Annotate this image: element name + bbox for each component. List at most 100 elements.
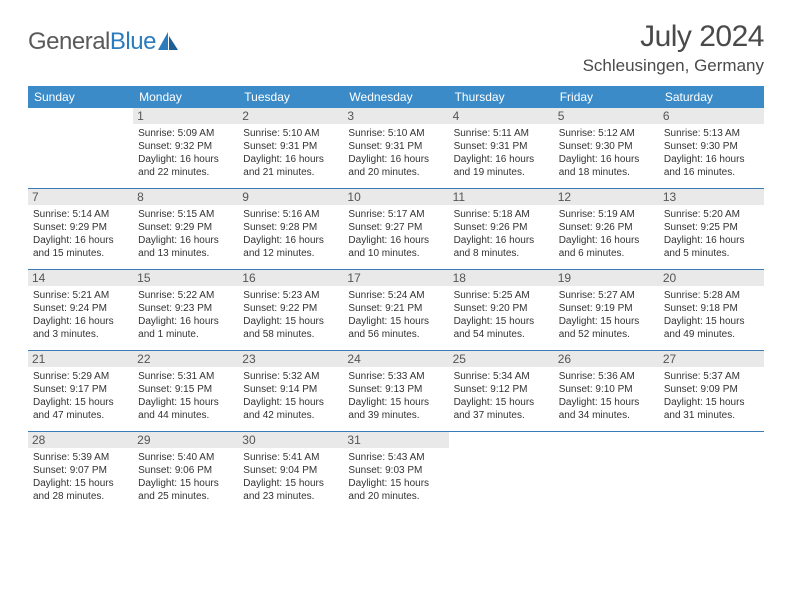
day-info-line: Sunset: 9:31 PM [348, 140, 443, 153]
day-number: 13 [659, 189, 764, 205]
day-info-line: Sunrise: 5:34 AM [454, 370, 549, 383]
day-info-line: Sunset: 9:30 PM [559, 140, 654, 153]
day-number: 12 [554, 189, 659, 205]
day-info-line: Sunset: 9:26 PM [454, 221, 549, 234]
day-info-line: Daylight: 15 hours [454, 396, 549, 409]
calendar-cell: 7Sunrise: 5:14 AMSunset: 9:29 PMDaylight… [28, 189, 133, 269]
day-info-line: Sunrise: 5:36 AM [559, 370, 654, 383]
day-info-line: and 3 minutes. [33, 328, 128, 341]
calendar-cell [554, 432, 659, 512]
day-number: 20 [659, 270, 764, 286]
calendar-cell: 20 Sunrise: 5:28 AMSunset: 9:18 PMDayligh… [659, 270, 764, 350]
day-number: 5 [554, 108, 659, 124]
calendar-cell: 10 Sunrise: 5:17 AMSunset: 9:27 PMDayligh… [343, 189, 448, 269]
day-number: 31 [343, 432, 448, 448]
day-info-line: Sunset: 9:27 PM [348, 221, 443, 234]
day-info-line: and 49 minutes. [664, 328, 759, 341]
day-info: Sunrise: 5:43 AMSunset: 9:03 PMDaylight:… [348, 451, 443, 503]
day-info-line: Daylight: 15 hours [138, 396, 233, 409]
calendar-cell: 16Sunrise: 5:23 AMSunset: 9:22 PMDayligh… [238, 270, 343, 350]
day-info-line: Sunrise: 5:33 AM [348, 370, 443, 383]
day-number: 4 [449, 108, 554, 124]
logo-sail-icon [158, 32, 180, 57]
calendar-week: 7Sunrise: 5:14 AMSunset: 9:29 PMDaylight… [28, 189, 764, 270]
calendar-cell: 22Sunrise: 5:31 AMSunset: 9:15 PMDayligh… [133, 351, 238, 431]
day-info: Sunrise: 5:10 AMSunset: 9:31 PMDaylight:… [348, 127, 443, 179]
day-info: Sunrise: 5:11 AMSunset: 9:31 PMDaylight:… [454, 127, 549, 179]
day-info-line: Daylight: 15 hours [559, 315, 654, 328]
day-number: 25 [449, 351, 554, 367]
day-info-line: Sunset: 9:31 PM [243, 140, 338, 153]
day-info-line: Sunset: 9:22 PM [243, 302, 338, 315]
day-info: Sunrise: 5:13 AMSunset: 9:30 PMDaylight:… [664, 127, 759, 179]
logo-text: GeneralBlue [28, 28, 156, 56]
day-info-line: and 16 minutes. [664, 166, 759, 179]
calendar-cell: 6 Sunrise: 5:13 AMSunset: 9:30 PMDaylight… [659, 108, 764, 188]
calendar-cell: 5Sunrise: 5:12 AMSunset: 9:30 PMDaylight… [554, 108, 659, 188]
location-label: Schleusingen, Germany [583, 56, 764, 76]
day-info-line: Sunset: 9:26 PM [559, 221, 654, 234]
calendar-grid: Sunday Monday Tuesday Wednesday Thursday… [28, 86, 764, 512]
day-number: 18 [449, 270, 554, 286]
day-number: 19 [554, 270, 659, 286]
day-info-line: Sunset: 9:32 PM [138, 140, 233, 153]
day-info-line: and 12 minutes. [243, 247, 338, 260]
day-info-line: and 58 minutes. [243, 328, 338, 341]
dow-wednesday: Wednesday [343, 86, 448, 108]
day-info-line: Daylight: 15 hours [33, 396, 128, 409]
day-info-line: Sunset: 9:19 PM [559, 302, 654, 315]
day-info-line: and 20 minutes. [348, 490, 443, 503]
calendar-cell: 14Sunrise: 5:21 AMSunset: 9:24 PMDayligh… [28, 270, 133, 350]
day-info-line: Sunset: 9:12 PM [454, 383, 549, 396]
day-info: Sunrise: 5:41 AMSunset: 9:04 PMDaylight:… [243, 451, 338, 503]
day-info: Sunrise: 5:17 AMSunset: 9:27 PMDaylight:… [348, 208, 443, 260]
calendar-cell: 11Sunrise: 5:18 AMSunset: 9:26 PMDayligh… [449, 189, 554, 269]
day-info-line: Daylight: 15 hours [138, 477, 233, 490]
day-info: Sunrise: 5:19 AMSunset: 9:26 PMDaylight:… [559, 208, 654, 260]
day-number: 6 [659, 108, 764, 124]
day-info-line: Daylight: 16 hours [559, 234, 654, 247]
day-info-line: and 10 minutes. [348, 247, 443, 260]
calendar-cell: 12 Sunrise: 5:19 AMSunset: 9:26 PMDayligh… [554, 189, 659, 269]
day-info-line: Daylight: 15 hours [348, 396, 443, 409]
day-info-line: Daylight: 15 hours [348, 315, 443, 328]
day-info: Sunrise: 5:31 AMSunset: 9:15 PMDaylight:… [138, 370, 233, 422]
day-info: Sunrise: 5:29 AMSunset: 9:17 PMDaylight:… [33, 370, 128, 422]
calendar-cell: 24Sunrise: 5:33 AMSunset: 9:13 PMDayligh… [343, 351, 448, 431]
day-info-line: Sunrise: 5:14 AM [33, 208, 128, 221]
day-info-line: Sunset: 9:06 PM [138, 464, 233, 477]
day-info-line: and 21 minutes. [243, 166, 338, 179]
day-number: 10 [343, 189, 448, 205]
day-info-line: Sunrise: 5:27 AM [559, 289, 654, 302]
calendar-week: 21Sunrise: 5:29 AMSunset: 9:17 PMDayligh… [28, 351, 764, 432]
dow-sunday: Sunday [28, 86, 133, 108]
day-info-line: Sunrise: 5:25 AM [454, 289, 549, 302]
day-info-line: Sunset: 9:29 PM [138, 221, 233, 234]
day-info: Sunrise: 5:23 AMSunset: 9:22 PMDaylight:… [243, 289, 338, 341]
day-info: Sunrise: 5:33 AMSunset: 9:13 PMDaylight:… [348, 370, 443, 422]
calendar-cell: 9Sunrise: 5:16 AMSunset: 9:28 PMDaylight… [238, 189, 343, 269]
day-info-line: Sunrise: 5:40 AM [138, 451, 233, 464]
day-info-line: and 22 minutes. [138, 166, 233, 179]
day-number: 30 [238, 432, 343, 448]
calendar-cell: 31 Sunrise: 5:43 AMSunset: 9:03 PMDayligh… [343, 432, 448, 512]
day-info-line: Sunrise: 5:15 AM [138, 208, 233, 221]
day-info-line: Daylight: 16 hours [664, 234, 759, 247]
day-info-line: Sunset: 9:09 PM [664, 383, 759, 396]
calendar-week: 1Sunrise: 5:09 AMSunset: 9:32 PMDaylight… [28, 108, 764, 189]
calendar-cell: 27Sunrise: 5:37 AMSunset: 9:09 PMDayligh… [659, 351, 764, 431]
day-info-line: Daylight: 16 hours [33, 315, 128, 328]
day-info: Sunrise: 5:28 AMSunset: 9:18 PMDaylight:… [664, 289, 759, 341]
day-number: 29 [133, 432, 238, 448]
title-block: July 2024 Schleusingen, Germany [583, 20, 764, 76]
day-info: Sunrise: 5:20 AMSunset: 9:25 PMDaylight:… [664, 208, 759, 260]
calendar-cell: 3Sunrise: 5:10 AMSunset: 9:31 PMDaylight… [343, 108, 448, 188]
day-info-line: Daylight: 16 hours [243, 153, 338, 166]
day-number: 11 [449, 189, 554, 205]
calendar-cell [659, 432, 764, 512]
day-info-line: Sunset: 9:21 PM [348, 302, 443, 315]
day-info-line: Sunrise: 5:16 AM [243, 208, 338, 221]
day-number: 9 [238, 189, 343, 205]
day-info-line: Daylight: 15 hours [243, 396, 338, 409]
day-info-line: Daylight: 15 hours [33, 477, 128, 490]
